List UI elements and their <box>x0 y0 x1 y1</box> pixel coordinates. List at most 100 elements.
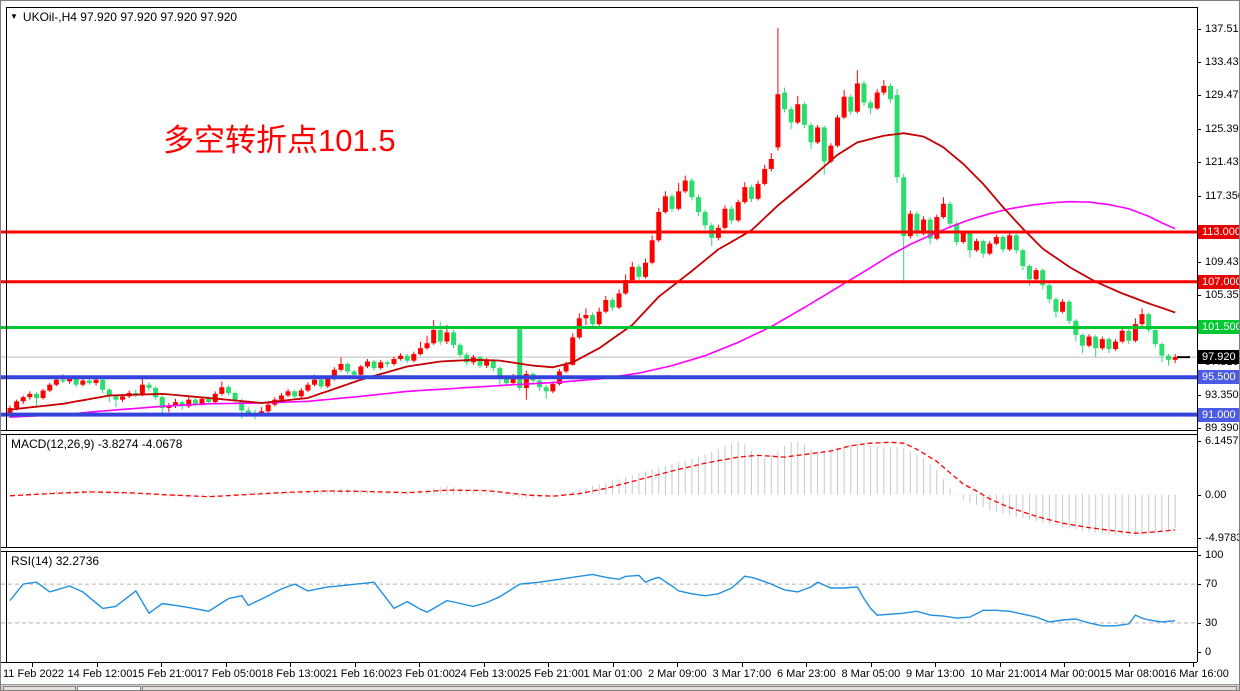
candle-body <box>1099 339 1105 349</box>
candle-body <box>206 398 212 403</box>
symbol-dropdown-icon[interactable]: ▼ <box>10 12 18 21</box>
candle-up <box>987 241 993 256</box>
candle-up <box>682 175 688 193</box>
main-chart-panel[interactable] <box>1 7 1197 430</box>
candle-body <box>894 95 900 178</box>
rsi-tick-0-label: 0 <box>1205 646 1212 658</box>
candle-up <box>874 89 880 110</box>
candle-down <box>1066 300 1072 325</box>
candle-body <box>1159 344 1165 356</box>
rsi-line <box>9 573 1176 627</box>
rsi-tick-70-label: 70 <box>1205 578 1218 591</box>
candle-body <box>801 104 807 125</box>
candle-body <box>550 383 556 392</box>
candle-body <box>907 213 913 237</box>
candle-body <box>1152 329 1158 345</box>
price-tick-129.47-label: 129.470 <box>1205 89 1239 102</box>
candle-down <box>1079 333 1085 354</box>
candle-down <box>153 386 159 400</box>
candle-up <box>80 378 86 387</box>
candle-body <box>841 96 847 118</box>
time-label: 6 Mar 23:00 <box>777 668 836 680</box>
candle-down <box>894 89 900 184</box>
price-tick-133.43-tick <box>1197 62 1201 64</box>
candle-body <box>225 387 231 394</box>
candle-up <box>338 357 344 372</box>
macd-indicator-label: MACD(12,26,9) -3.8274 -4.0678 <box>11 437 183 451</box>
price-tick-117.35-label: 117.350 <box>1205 189 1239 202</box>
candle-up <box>742 182 748 204</box>
candle-body <box>921 219 927 234</box>
candle-down <box>1040 268 1046 290</box>
candle-up <box>47 383 53 393</box>
candle-up <box>364 358 370 369</box>
chart-tab-1[interactable] <box>77 686 141 690</box>
candle-body <box>967 232 973 251</box>
candle-up <box>298 388 304 398</box>
candle-down <box>1020 248 1026 271</box>
candle-body <box>391 358 397 364</box>
candle-up <box>629 261 635 282</box>
candle-body <box>153 388 159 398</box>
rsi-tick-100-tick <box>1197 555 1201 556</box>
panel-splitter-macd[interactable] <box>1 430 1239 435</box>
chart-tab-0[interactable] <box>3 686 76 690</box>
candle-down <box>689 178 695 201</box>
candle-body <box>113 396 119 400</box>
candle-down <box>133 389 139 398</box>
rsi-tick-0-tick <box>1197 652 1201 653</box>
time-label: 16 Mar 16:00 <box>1164 668 1229 680</box>
candle-down <box>729 206 735 224</box>
price-tick-137.51-tick <box>1197 28 1201 30</box>
candle-body <box>662 196 668 213</box>
candle-down <box>345 362 351 374</box>
candle-down <box>292 389 298 399</box>
candle-up <box>40 388 46 400</box>
candle-body <box>7 407 13 413</box>
candle-body <box>609 300 615 308</box>
price-tick-109.43-tick <box>1197 261 1201 263</box>
chart-annotation-text[interactable]: 多空转折点101.5 <box>163 123 396 158</box>
candle-body <box>457 344 463 355</box>
panel-splitter-rsi[interactable] <box>1 547 1239 552</box>
candle-body <box>702 212 708 226</box>
candle-up <box>1086 334 1092 348</box>
candle-body <box>232 393 238 401</box>
candle-up <box>173 398 178 408</box>
candle-up <box>424 335 430 350</box>
candle-up <box>755 180 761 201</box>
candle-body <box>1046 285 1052 300</box>
candle-down <box>1073 319 1079 342</box>
candle-body <box>543 387 549 392</box>
candle-body <box>616 293 622 308</box>
time-label: 17 Feb 05:00 <box>196 668 262 680</box>
candle-down <box>371 359 377 371</box>
candle-body <box>265 404 271 412</box>
candle-down <box>1126 329 1132 345</box>
macd-panel[interactable] <box>1 435 1197 547</box>
candle-body <box>1053 299 1059 312</box>
candle-down <box>477 355 483 369</box>
rsi-tick-100-label: 100 <box>1205 549 1224 561</box>
time-tick <box>548 663 549 667</box>
candle-down <box>669 193 675 213</box>
candle-body <box>40 390 46 398</box>
candle-down <box>1013 233 1019 254</box>
chart-tabs-strip <box>1 684 1239 690</box>
time-tick <box>935 663 936 667</box>
time-tick <box>612 663 614 667</box>
rsi-panel[interactable] <box>1 552 1197 662</box>
candle-body <box>1013 235 1019 251</box>
candle-body <box>729 208 735 221</box>
candle-down <box>782 87 788 113</box>
candle-up <box>907 210 913 239</box>
time-tick <box>741 663 743 667</box>
chart-tab-2[interactable] <box>142 686 1237 690</box>
candle-body <box>742 187 748 203</box>
candle-down <box>146 382 152 392</box>
price-tick-137.51-label: 137.510 <box>1205 22 1239 35</box>
candle-up <box>1139 308 1145 326</box>
price-tick-121.43-tick <box>1197 162 1201 164</box>
candle-body <box>424 343 430 349</box>
